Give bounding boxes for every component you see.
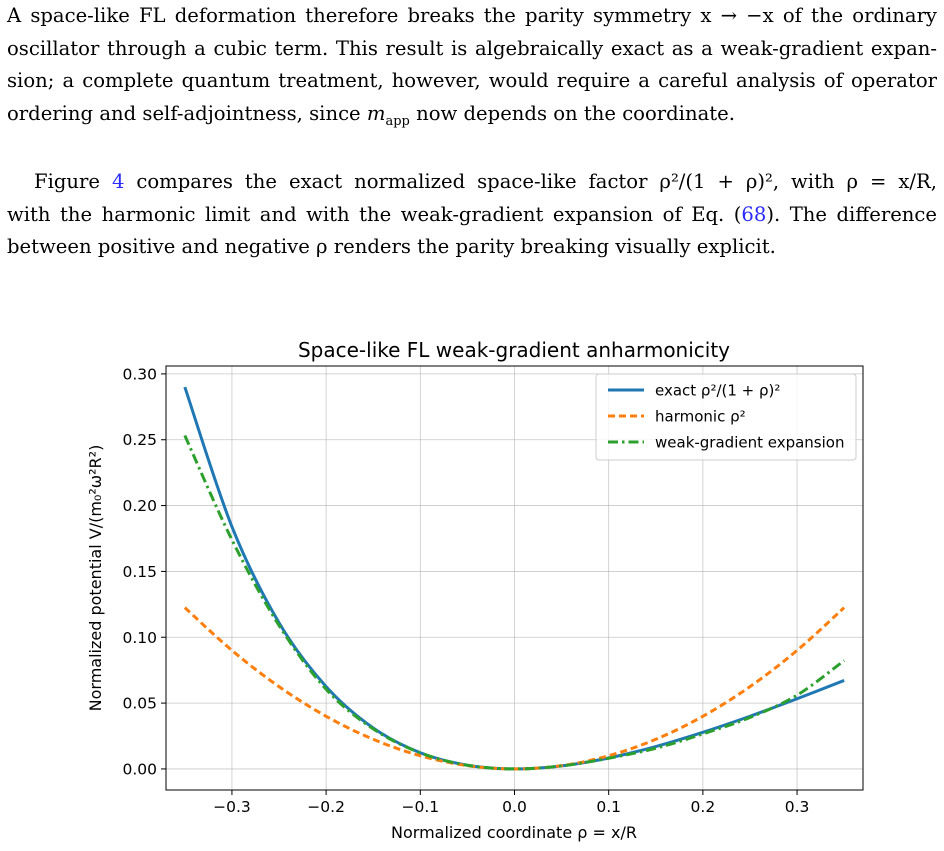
app-subscript: app (385, 113, 410, 129)
equation-68-link[interactable]: 68 (741, 202, 767, 226)
series-lines (183, 386, 846, 771)
x-tick-label: 0.0 (502, 798, 527, 816)
y-tick-label: 0.20 (122, 497, 157, 515)
paragraph-2-line-3: between positive and negative ρ renders … (7, 235, 776, 258)
x-tick-label: −0.1 (401, 798, 439, 816)
y-tick-label: 0.30 (122, 365, 157, 383)
paragraph-1: A space-like FL deformation therefore br… (7, 0, 937, 138)
y-tick-label: 0.10 (122, 629, 157, 647)
x-tick-label: 0.2 (691, 798, 716, 816)
paragraph-2-line-1: Figure 4 compares the exact normalized s… (7, 166, 937, 199)
m-app-symbol: mapp (366, 101, 410, 129)
y-axis-label: Normalized potential V/(m₀²ω²R²) (86, 445, 105, 712)
legend-label-1: exact ρ²/(1 + ρ)² (655, 382, 780, 400)
series-line-2 (183, 606, 846, 771)
y-tick-label: 0.00 (122, 760, 157, 778)
y-tick-label: 0.05 (122, 695, 157, 713)
x-tick-label: 0.3 (785, 798, 810, 816)
legend-box (595, 373, 857, 461)
line-4-text-a: ordering and self-adjointness, since (7, 101, 367, 125)
y-ticks: 0.00 0.05 0.10 0.15 0.20 0.25 0.30 (122, 365, 166, 778)
line-1-text-b: compares the exact normalized space-like… (124, 170, 938, 193)
paragraph-2-line-2: with the harmonic limit and with the wea… (7, 199, 937, 232)
paragraph-1-line-1: A space-like FL deformation therefore br… (7, 4, 937, 27)
paragraph-1-line-3: sion; a complete quantum treatment, howe… (7, 69, 937, 92)
line-1-text-a: Figure (34, 170, 112, 193)
line-2-text-b: ). The difference (766, 202, 937, 226)
paragraph-2: Figure 4 compares the exact normalized s… (7, 166, 937, 264)
x-ticks: −0.3 −0.2 −0.1 0.0 0.1 0.2 0.3 (213, 790, 809, 816)
x-tick-label: 0.1 (596, 798, 621, 816)
legend: exact ρ²/(1 + ρ)² harmonic ρ² weak-gradien… (595, 373, 857, 461)
x-tick-label: −0.3 (213, 798, 251, 816)
legend-label-3: weak-gradient expansion (655, 434, 844, 452)
m-symbol: m (366, 101, 386, 125)
y-tick-label: 0.25 (122, 431, 157, 449)
y-tick-label: 0.15 (122, 563, 157, 581)
series-line-3 (183, 434, 846, 771)
chart-title: Space-like FL weak-gradient anharmonicit… (298, 338, 730, 362)
paragraph-1-line-2: oscillator through a cubic term. This re… (7, 36, 937, 60)
grid (166, 366, 863, 790)
figure-4-link[interactable]: 4 (111, 170, 125, 193)
x-tick-label: −0.2 (307, 798, 345, 816)
line-4-text-b: now depends on the coordinate. (409, 101, 735, 125)
paragraph-1-line-4: ordering and self-adjointness, since map… (7, 98, 937, 138)
x-axis-label: Normalized coordinate ρ = x/R (391, 823, 637, 842)
line-2-text-a: with the harmonic limit and with the wea… (7, 202, 742, 226)
legend-label-2: harmonic ρ² (655, 408, 746, 426)
